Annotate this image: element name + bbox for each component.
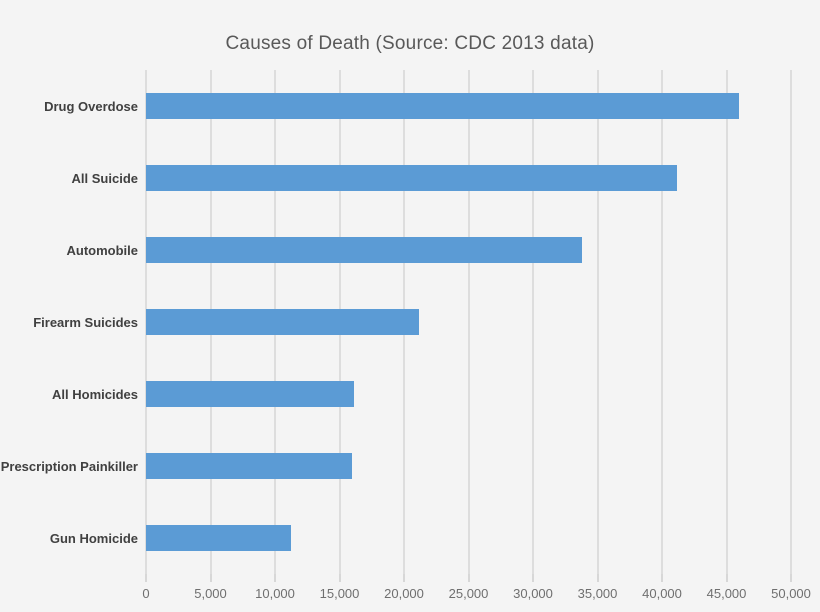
axis-tick <box>274 574 276 582</box>
category-label-firearm-suicides: Firearm Suicides <box>33 314 138 330</box>
bar-prescription-painkiller <box>146 453 353 479</box>
bar-gun-homicide <box>146 525 291 551</box>
chart-title: Causes of Death (Source: CDC 2013 data) <box>225 33 595 54</box>
category-label-automobile: Automobile <box>66 242 139 258</box>
axis-tick <box>532 574 534 582</box>
x-tick-label: 20,000 <box>384 586 424 601</box>
bar-all-suicide <box>146 165 677 191</box>
bar-firearm-suicides <box>146 309 420 335</box>
x-tick-label: 40,000 <box>642 586 682 601</box>
bar-row-prescription-painkiller: Prescription Painkiller <box>1 430 791 502</box>
category-label-all-homicides: All Homicides <box>52 386 138 402</box>
axis-tick <box>338 574 341 582</box>
x-tick-label: 10,000 <box>255 586 295 601</box>
category-label-all-suicide: All Suicide <box>71 170 138 186</box>
x-tick-label: 0 <box>142 586 150 601</box>
gridline <box>532 70 534 574</box>
gridline <box>661 70 663 574</box>
x-tick-label: 35,000 <box>577 586 618 601</box>
x-tick-label: 5,000 <box>194 586 227 601</box>
axis-tick <box>145 574 147 582</box>
axis-tick <box>725 574 728 582</box>
x-tick-label: 15,000 <box>319 586 360 601</box>
bar-row-firearm-suicides: Firearm Suicides <box>33 286 791 358</box>
gridline <box>725 70 728 574</box>
bar-row-gun-homicide: Gun Homicide <box>50 502 791 574</box>
bar-all-homicides <box>146 381 354 407</box>
bar-automobile <box>146 237 583 263</box>
category-label-gun-homicide: Gun Homicide <box>49 530 138 546</box>
gridline <box>596 70 599 574</box>
axis-tick <box>209 574 212 582</box>
x-tick-label: 50,000 <box>771 586 811 601</box>
axis-tick <box>790 574 792 582</box>
axis-tick <box>596 574 599 582</box>
plot-area: Drug Overdose All Suicide Automobile Firear… <box>1 70 811 601</box>
x-tick-label: 30,000 <box>513 586 553 601</box>
axis-tick <box>661 574 663 582</box>
x-tick-label: 25,000 <box>448 586 489 601</box>
bar-row-all-homicides: All Homicides <box>52 358 791 430</box>
gridline <box>467 70 470 574</box>
bar-row-automobile: Automobile <box>67 214 791 286</box>
axis-tick <box>467 574 470 582</box>
x-tick-label: 45,000 <box>706 586 747 601</box>
bar-drug-overdose <box>146 93 740 119</box>
axis-tick <box>403 574 405 582</box>
category-label-drug-overdose: Drug Overdose <box>44 98 138 114</box>
bar-row-all-suicide: All Suicide <box>72 142 791 214</box>
bar-row-drug-overdose: Drug Overdose <box>44 70 791 142</box>
gridline <box>790 70 792 574</box>
category-label-prescription-painkiller: Prescription Painkiller <box>0 458 138 474</box>
